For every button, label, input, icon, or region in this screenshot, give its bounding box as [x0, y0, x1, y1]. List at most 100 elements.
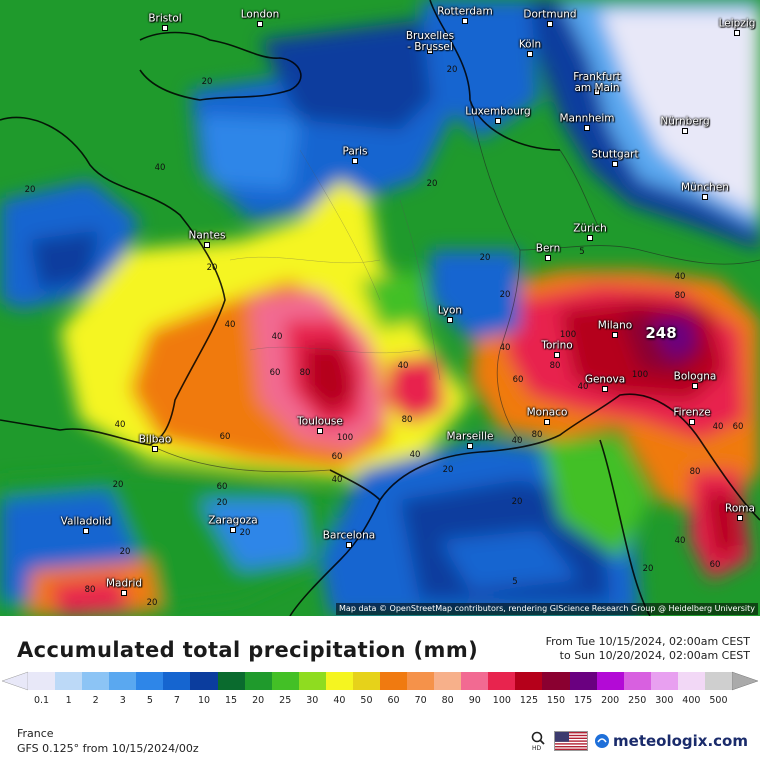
meteologix-logo[interactable]: meteologix.com	[594, 732, 748, 750]
isoline-label: 5	[579, 247, 585, 257]
legend-swatch	[244, 672, 273, 690]
isoline-label: 60	[219, 432, 231, 442]
isoline-label: 60	[512, 375, 524, 385]
city-label[interactable]: Rotterdam	[437, 5, 493, 18]
hd-magnifier-icon[interactable]: HD	[530, 731, 548, 752]
legend-swatch	[325, 672, 354, 690]
legend-tick-label: 125	[519, 695, 538, 706]
legend-swatch	[55, 672, 83, 690]
city-label[interactable]: Bern	[535, 242, 561, 255]
legend-swatch	[190, 672, 219, 690]
brand-name: meteologix.com	[613, 732, 748, 750]
city-marker	[527, 51, 533, 57]
meteologix-logo-icon	[595, 734, 610, 748]
city-label[interactable]: Bologna	[673, 370, 717, 383]
city-label[interactable]: Barcelona	[322, 529, 376, 542]
city-label[interactable]: Nürnberg	[660, 115, 710, 128]
city-marker	[544, 419, 550, 425]
legend-swatch	[298, 672, 327, 690]
city-label[interactable]: Monaco	[526, 406, 568, 419]
us-flag-icon[interactable]	[554, 731, 589, 751]
legend-swatch	[82, 672, 110, 690]
legend-tick-label: 0.1	[33, 695, 50, 706]
isoline-label: 40	[114, 420, 126, 430]
isoline-label: 20	[642, 564, 654, 574]
legend-swatch	[109, 672, 137, 690]
city-label[interactable]: Zaragoza	[208, 514, 258, 527]
range-to: to Sun 10/20/2024, 02:00am CEST	[559, 649, 750, 662]
city-marker	[594, 89, 600, 95]
city-label[interactable]: München	[681, 181, 729, 194]
legend-tick-label: 30	[306, 695, 319, 706]
city-label[interactable]: Nantes	[188, 229, 226, 242]
isoline-label: 40	[397, 361, 409, 371]
city-label[interactable]: Bilbao	[138, 433, 172, 446]
legend-tick-label: 70	[414, 695, 427, 706]
legend-tick-label: 10	[197, 695, 211, 706]
max-value-label: 248	[645, 324, 677, 342]
city-label[interactable]: Bristol	[148, 12, 182, 25]
city-label[interactable]: Mannheim	[559, 112, 615, 125]
city-marker	[734, 30, 740, 36]
legend-tick-label: 300	[655, 695, 674, 706]
legend-tick-label: 80	[441, 695, 454, 706]
precipitation-map[interactable]: 20 20 40 20 20 20 40 40 60 80 100 60 40 40 20 20 60 80 40 2…	[0, 0, 760, 616]
isoline-label: 80	[689, 467, 701, 477]
footer-model: GFS 0.125° from 10/15/2024/00z	[17, 742, 199, 755]
city-marker	[467, 443, 473, 449]
city-label[interactable]: Valladolid	[60, 515, 112, 528]
city-label[interactable]: Paris	[342, 145, 368, 158]
isoline-label: 40	[154, 163, 166, 173]
isoline-label: 100	[336, 433, 354, 443]
footer: France GFS 0.125° from 10/15/2024/00z	[17, 726, 199, 756]
isoline-label: 20	[112, 480, 124, 490]
city-label[interactable]: Roma	[725, 502, 755, 515]
city-label[interactable]: Stuttgart	[591, 148, 639, 161]
city-marker	[121, 590, 127, 596]
color-legend: 0.1 1 2 3 5 7 10 15 20 25 30 40 50 60 70 80 90 100 125 150 1…	[0, 668, 760, 718]
city-label[interactable]: Firenze	[673, 406, 711, 419]
legend-tick-label: 25	[279, 695, 292, 706]
isoline-label: 40	[331, 475, 343, 485]
city-marker	[689, 419, 695, 425]
city-marker	[317, 428, 323, 434]
city-label[interactable]: Luxembourg	[465, 105, 531, 118]
isoline-label: 60	[331, 452, 343, 462]
legend-swatch	[461, 672, 489, 690]
divider	[0, 616, 760, 619]
city-label[interactable]: Milano	[597, 319, 633, 332]
city-label[interactable]: Toulouse	[297, 415, 343, 428]
legend-tick-label: 200	[601, 695, 620, 706]
city-marker	[447, 317, 453, 323]
city-label[interactable]: Dortmund	[523, 8, 577, 21]
isoline-label: 20	[119, 547, 131, 557]
city-marker	[554, 352, 560, 358]
city-label[interactable]: Frankfurt am Main	[573, 70, 621, 94]
city-label[interactable]: Zürich	[573, 222, 607, 235]
legend-tick-label: 150	[546, 695, 566, 706]
city-label[interactable]: Genova	[584, 373, 626, 386]
city-marker	[612, 161, 618, 167]
city-label[interactable]: Bruxelles - Brussel	[405, 29, 455, 53]
range-from: From Tue 10/15/2024, 02:00am CEST	[545, 635, 750, 648]
city-label[interactable]: Leipzig	[718, 17, 756, 30]
isoline-label: 80	[299, 368, 311, 378]
city-marker	[257, 21, 263, 27]
legend-tick-label: 3	[119, 695, 126, 706]
city-label[interactable]: Madrid	[105, 577, 143, 590]
legend-tick-label: 50	[360, 695, 373, 706]
city-marker	[346, 542, 352, 548]
legend-tick-label: 60	[387, 695, 400, 706]
legend-tick-label: 400	[682, 695, 701, 706]
city-label[interactable]: Köln	[518, 38, 542, 51]
city-marker	[737, 515, 743, 521]
city-label[interactable]: Marseille	[446, 430, 494, 443]
city-label[interactable]: Torino	[541, 339, 573, 352]
isoline-label: 80	[401, 415, 413, 425]
legend-swatch	[136, 672, 164, 690]
legend-tick-label: 5	[146, 695, 153, 706]
city-label[interactable]: London	[240, 8, 280, 21]
city-label[interactable]: Lyon	[437, 304, 463, 317]
legend-swatch	[28, 672, 56, 690]
isoline-label: 20	[24, 185, 36, 195]
